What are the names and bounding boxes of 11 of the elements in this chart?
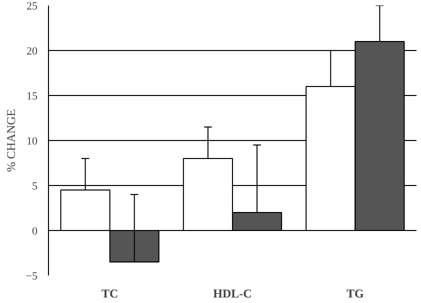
y-tick-label: 20 [26,46,38,58]
x-tick-label: HDL-C [213,286,252,300]
y-tick-label: 10 [26,136,38,148]
y-axis-title: % CHANGE [4,108,18,172]
x-tick-label: TG [346,286,364,300]
y-tick-label: 5 [32,180,38,192]
y-tick-label: −5 [26,270,38,282]
y-tick-label: 15 [26,90,38,102]
y-tick-label: 0 [32,226,38,238]
x-tick-label: TC [102,286,118,300]
y-tick-label: 25 [26,0,38,12]
